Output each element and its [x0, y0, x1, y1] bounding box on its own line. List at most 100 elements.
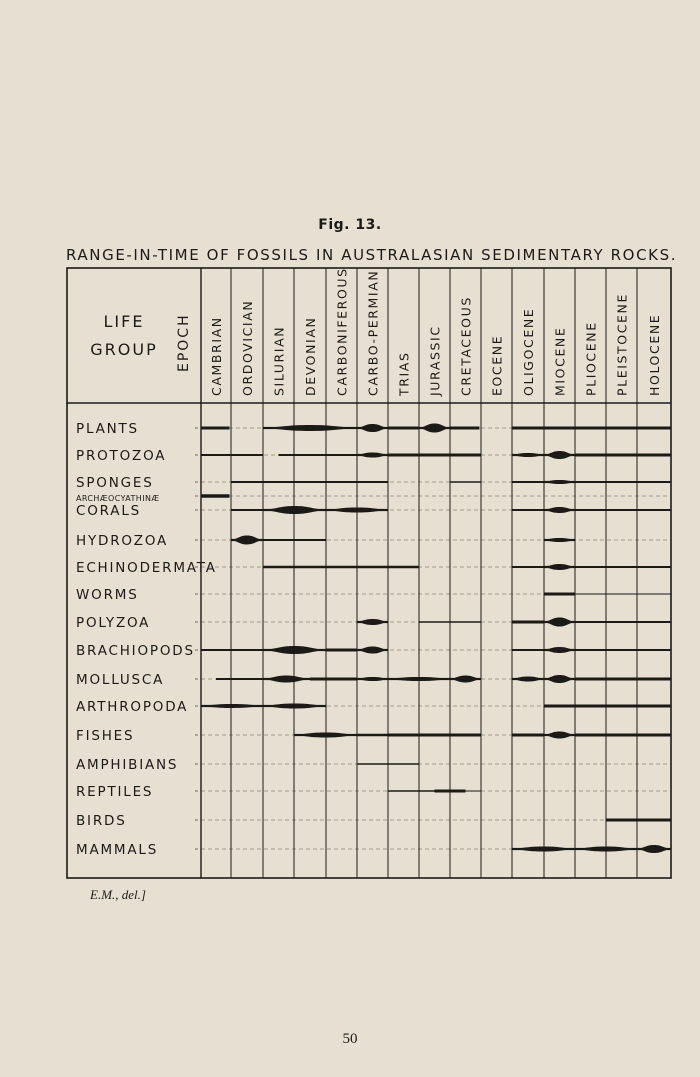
range-bar-core — [512, 847, 575, 851]
range-bar — [512, 426, 671, 430]
group-label: ECHINODERMATA — [76, 560, 217, 576]
period-label: OLIGOCENE — [521, 308, 536, 396]
group-label: BIRDS — [76, 813, 127, 829]
group-label: POLYZOA — [76, 615, 150, 631]
range-bar-core — [544, 480, 575, 484]
range-bar-core — [575, 847, 637, 851]
range-bar — [575, 677, 671, 681]
range-bar — [575, 649, 671, 651]
range-bar — [388, 426, 419, 430]
range-bar-core — [263, 426, 357, 430]
group-label: ARCHÆOCYATHINÆ — [76, 494, 160, 503]
range-bar — [465, 790, 481, 792]
range-bar — [201, 454, 263, 456]
period-label: MIOCENE — [553, 327, 568, 396]
period-label: EOCENE — [490, 335, 505, 396]
period-label: CAMBRIAN — [209, 316, 224, 396]
range-bar-core — [357, 648, 388, 652]
group-label: CORALS — [76, 503, 141, 519]
period-label: CARBONIFEROUS — [335, 267, 350, 396]
group-labels: PLANTS PROTOZOA SPONGES ARCHÆOCYATHINÆCORAL… — [76, 421, 217, 858]
period-label: CARBO-PERMIAN — [366, 270, 381, 396]
page-number: 50 — [342, 1031, 358, 1047]
range-bar — [512, 649, 544, 651]
group-label: MOLLUSCA — [76, 672, 164, 688]
figure-label: Fig. 13. — [318, 217, 382, 233]
chart-frame — [66, 267, 672, 879]
range-bar-core — [544, 565, 575, 569]
range-bar — [419, 621, 481, 623]
range-bar — [512, 481, 544, 483]
period-label: SILURIAN — [272, 326, 287, 396]
group-label: PLANTS — [76, 421, 139, 437]
period-label: ORDOVICIAN — [240, 300, 255, 396]
range-bar-core — [388, 677, 450, 681]
group-label: MAMMALS — [76, 842, 158, 858]
range-bar-core — [419, 426, 450, 430]
range-bar-core — [544, 453, 575, 457]
range-bar-core — [512, 677, 544, 681]
range-bar — [357, 733, 388, 737]
range-bars — [201, 423, 671, 853]
range-bar-core — [544, 620, 575, 624]
range-bar — [575, 733, 671, 737]
range-bar-core — [263, 677, 310, 681]
range-bar — [310, 677, 357, 681]
range-bar-core — [637, 847, 671, 851]
range-bar — [544, 704, 671, 708]
range-bar — [201, 649, 263, 651]
artist-credit: E.M., del.] — [90, 887, 146, 902]
range-bar-core — [512, 453, 544, 457]
group-label: HYDROZOA — [76, 533, 168, 549]
group-label: AMPHIBIANS — [76, 757, 178, 773]
range-bar-core — [544, 648, 575, 652]
range-bar — [575, 621, 671, 623]
group-label: SPONGES — [76, 475, 154, 491]
range-bar — [544, 592, 575, 596]
range-bar — [231, 509, 263, 511]
range-bar — [201, 494, 230, 498]
group-label: FISHES — [76, 728, 134, 744]
range-bar-core — [544, 733, 575, 737]
range-bar-core — [450, 677, 481, 681]
range-bar-core — [544, 508, 575, 512]
range-bar — [450, 481, 481, 483]
range-bar — [388, 790, 435, 792]
range-bar-core — [326, 508, 388, 512]
period-label: TRIAS — [397, 352, 412, 398]
range-bar-core — [357, 426, 388, 430]
range-bar — [575, 566, 671, 568]
range-bar-core — [263, 704, 326, 708]
period-label: DEVONIAN — [303, 317, 318, 396]
range-bar-core — [231, 538, 263, 542]
range-bar-core — [357, 677, 388, 681]
range-bar — [450, 426, 480, 430]
range-bar — [231, 481, 388, 483]
period-label: PLIOCENE — [584, 321, 599, 396]
range-bar — [326, 648, 357, 652]
group-label: PROTOZOA — [76, 448, 166, 464]
range-bar-core — [263, 648, 326, 652]
range-bar — [575, 481, 671, 483]
header-epoch: EPOCH — [176, 313, 192, 372]
range-bar — [216, 678, 263, 680]
group-label: BRACHIOPODS — [76, 643, 195, 659]
range-bar-core — [263, 508, 326, 512]
chart-header: LIFE GROUP EPOCH CAMBRIAN ORDOVICIAN SILURIAN… — [90, 267, 662, 397]
range-bar — [512, 509, 544, 511]
range-bar — [575, 509, 671, 511]
range-bar — [278, 454, 357, 456]
range-bar — [434, 789, 466, 793]
range-bar-core — [357, 453, 388, 457]
range-bar — [388, 453, 481, 457]
range-bar-core — [544, 677, 575, 681]
range-bar — [263, 565, 419, 569]
range-bar — [606, 818, 671, 822]
header-group: GROUP — [90, 340, 157, 359]
chart-title: Range-in-Time of Fossils in Australasian… — [66, 246, 678, 264]
range-bar-core — [544, 538, 575, 542]
range-bar — [512, 733, 544, 737]
range-bar — [357, 763, 419, 765]
period-label: CRETACEOUS — [459, 296, 474, 396]
